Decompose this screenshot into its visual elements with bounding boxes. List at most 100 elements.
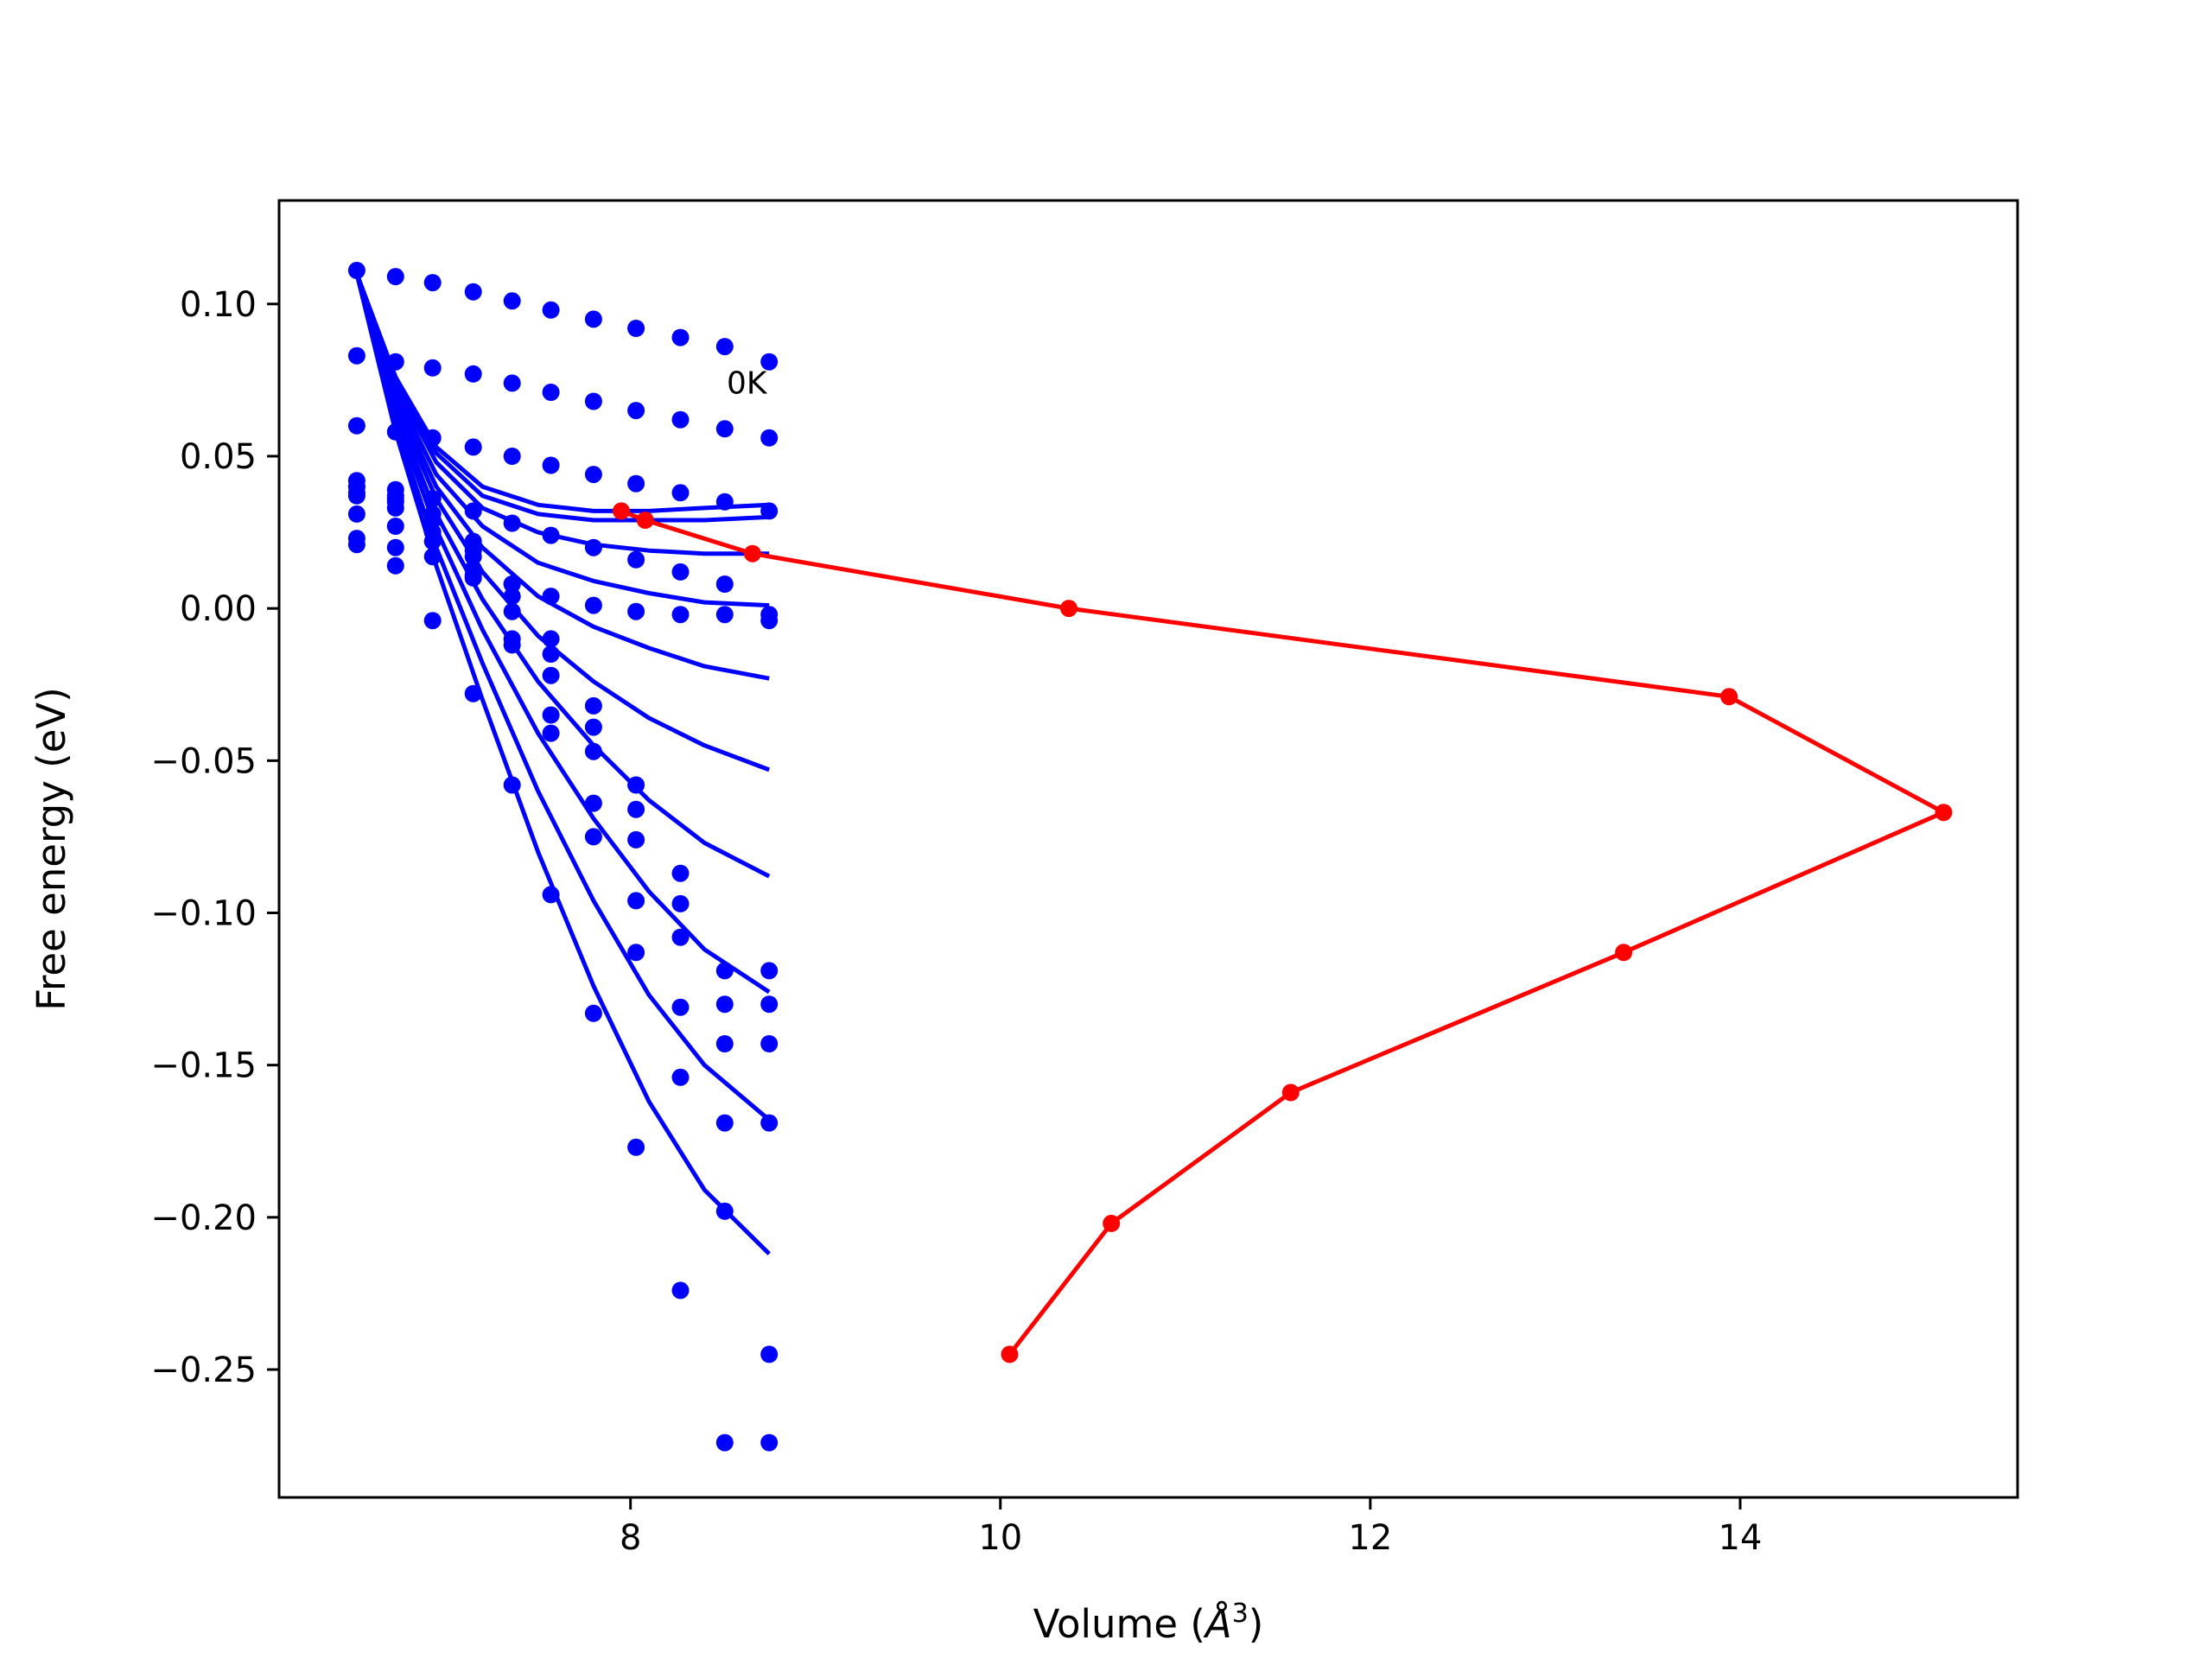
scatter-point — [715, 1433, 734, 1452]
scatter-point — [423, 512, 442, 529]
scatter-point — [423, 429, 442, 447]
x-tick-label: 8 — [620, 1518, 641, 1558]
scatter-point — [671, 1281, 690, 1300]
scatter-point — [503, 575, 521, 593]
fit-curve-3 — [354, 272, 770, 608]
scatter-point — [386, 353, 404, 371]
scatter-point — [627, 892, 645, 910]
scatter-point — [542, 886, 560, 904]
scatter-point — [386, 268, 404, 286]
x-axis-label-close: ) — [1249, 1601, 1264, 1647]
scatter-point — [671, 606, 690, 624]
scatter-point — [671, 928, 690, 946]
scatter-point — [464, 438, 482, 456]
scatter-point — [671, 1068, 690, 1086]
y-tick-label: 0.05 — [180, 437, 257, 477]
scatter-point — [464, 542, 482, 560]
scatter-point — [542, 645, 560, 663]
scatter-point — [627, 776, 645, 794]
scatter-point — [542, 526, 560, 544]
scatter-point — [386, 538, 404, 556]
scatter-point — [715, 575, 734, 593]
x-axis-label-superscript: 3 — [1232, 1599, 1249, 1629]
scatter-point — [347, 416, 365, 435]
x-tick-label: 10 — [978, 1518, 1022, 1558]
scatter-point — [671, 484, 690, 502]
scatter-point — [503, 292, 521, 310]
scatter-point — [760, 353, 779, 371]
trajectory-point — [1720, 688, 1738, 706]
x-tick-label: 14 — [1718, 1518, 1762, 1558]
y-tick-label: −0.10 — [150, 893, 257, 933]
scatter-point — [542, 588, 560, 606]
scatter-point — [627, 474, 645, 493]
fit-curve-4 — [354, 272, 770, 681]
scatter-point — [584, 310, 602, 328]
scatter-point — [627, 800, 645, 818]
trajectory — [613, 502, 1953, 1363]
scatter-point — [715, 420, 734, 438]
trajectory-line — [620, 509, 1946, 1356]
scatter-point — [584, 466, 602, 484]
trajectory-point — [1615, 944, 1633, 962]
scatter-points — [347, 262, 779, 1452]
scatter-point — [503, 630, 521, 648]
y-axis-ticks: 0.10 0.05 0.00 −0.05 −0.10 −0.15 −0.20 −0.25 — [150, 285, 279, 1390]
fit-curve-9 — [354, 273, 771, 1255]
x-axis-ticks: 8 10 12 14 — [620, 1497, 1762, 1558]
scatter-point — [347, 505, 365, 523]
scatter-point — [760, 429, 779, 447]
y-tick-label: −0.15 — [150, 1046, 257, 1086]
scatter-point — [584, 538, 602, 556]
scatter-point — [760, 1433, 779, 1452]
scatter-point — [715, 995, 734, 1014]
x-axis-label-text: Volume ( — [1033, 1601, 1205, 1647]
scatter-point — [760, 962, 779, 980]
scatter-point — [347, 486, 365, 505]
scatter-point — [503, 374, 521, 392]
scatter-point — [423, 359, 442, 377]
plot-frame — [277, 199, 2019, 1499]
fit-curve-8 — [354, 272, 771, 1122]
y-tick-label: 0.10 — [180, 285, 257, 325]
scatter-point — [464, 365, 482, 383]
scatter-point — [627, 830, 645, 849]
fit-curve-7 — [354, 272, 771, 995]
x-axis-label: Volume (Å3) — [1033, 1599, 1264, 1647]
scatter-point — [627, 320, 645, 337]
fit-curve-6 — [354, 272, 771, 879]
scatter-point — [503, 602, 521, 620]
scatter-point — [627, 550, 645, 569]
scatter-point — [423, 524, 442, 542]
scatter-point — [671, 864, 690, 882]
y-tick-label: −0.20 — [150, 1198, 257, 1238]
scatter-point — [584, 718, 602, 736]
trajectory-point — [1103, 1214, 1121, 1232]
scatter-point — [464, 283, 482, 301]
scatter-point — [760, 1114, 779, 1132]
scatter-point — [584, 696, 602, 715]
scatter-point — [347, 346, 365, 365]
scatter-point — [760, 606, 779, 624]
scatter-point — [464, 569, 482, 587]
y-tick-label: −0.05 — [150, 741, 257, 781]
trajectory-point — [1935, 804, 1953, 822]
fit-curve-5 — [354, 272, 771, 772]
scatter-point — [584, 392, 602, 410]
y-axis-label: Free energy (eV) — [29, 687, 74, 1010]
y-tick-label: 0.00 — [180, 589, 257, 629]
scatter-point — [542, 630, 560, 648]
scatter-point — [423, 274, 442, 292]
scatter-point — [671, 894, 690, 912]
scatter-point — [584, 828, 602, 846]
scatter-point — [423, 490, 442, 508]
scatter-point — [542, 384, 560, 401]
x-axis-label-unit: Å — [1203, 1601, 1232, 1647]
scatter-point — [760, 1035, 779, 1052]
scatter-point — [584, 794, 602, 812]
scatter-point — [464, 502, 482, 520]
scatter-point — [503, 776, 521, 794]
fit-curves — [354, 272, 771, 1255]
